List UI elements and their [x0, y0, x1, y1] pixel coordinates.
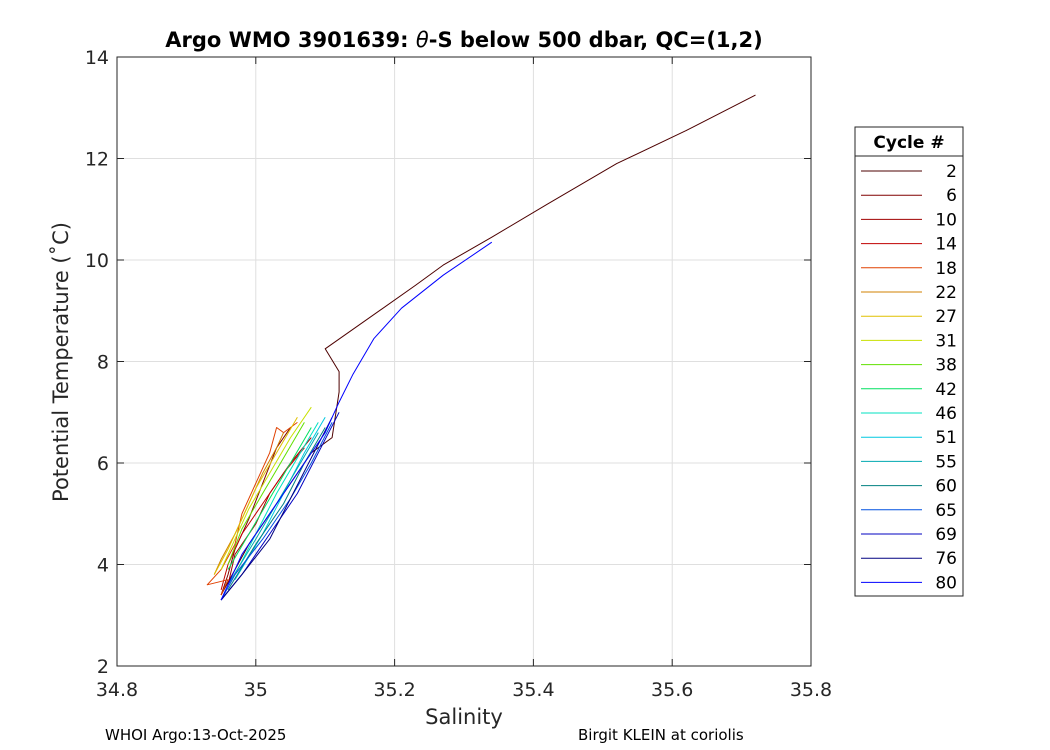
data-series [206, 94, 756, 601]
legend-label-cycle-10: 10 [935, 210, 957, 230]
x-tick-label: 34.8 [96, 679, 138, 701]
chart-title-prefix: Argo WMO 3901639: [165, 28, 416, 52]
series-line-cycle-76 [220, 417, 333, 601]
y-tick-label: 2 [97, 656, 109, 678]
legend-label-cycle-76: 76 [935, 549, 957, 569]
legend-label-cycle-65: 65 [935, 501, 957, 521]
legend-label-cycle-22: 22 [935, 283, 957, 303]
y-axis-ticks: 2 4 6 8 10 12 14 [85, 47, 811, 678]
legend-box [854, 126, 964, 597]
series-line-cycle-31 [220, 406, 312, 570]
y-tick-label: 14 [85, 47, 109, 69]
series-line-cycle-65 [220, 422, 333, 601]
footer-author: Birgit KLEIN at coriolis [578, 726, 744, 744]
legend-label-cycle-51: 51 [935, 428, 957, 448]
y-tick-label: 6 [97, 453, 109, 475]
series-line-cycle-18 [206, 421, 298, 596]
legend-label-cycle-69: 69 [935, 525, 957, 545]
y-tick-label: 12 [85, 149, 109, 171]
x-axis-label: Salinity [425, 705, 503, 729]
legend-label-cycle-2: 2 [946, 162, 957, 182]
x-tick-label: 35 [244, 679, 268, 701]
y-tick-label: 4 [97, 555, 109, 577]
x-tick-label: 35.6 [651, 679, 693, 701]
legend-label-cycle-18: 18 [935, 259, 957, 279]
x-tick-label: 35.8 [790, 679, 832, 701]
legend-label-cycle-14: 14 [935, 235, 957, 255]
legend-title: Cycle # [873, 133, 944, 153]
legend-label-cycle-38: 38 [935, 356, 957, 376]
x-tick-label: 35.4 [512, 679, 554, 701]
chart-title: Argo WMO 3901639: θ-S below 500 dbar, QC… [165, 28, 762, 52]
legend-label-cycle-60: 60 [935, 477, 957, 497]
x-axis-ticks: 34.8 35 35.2 35.4 35.6 35.8 [96, 57, 832, 701]
legend-label-cycle-6: 6 [946, 186, 957, 206]
series-line-cycle-42 [227, 427, 312, 570]
legend-label-cycle-46: 46 [935, 404, 957, 424]
legend-label-cycle-80: 80 [935, 573, 957, 593]
series-line-cycle-27 [213, 417, 298, 575]
chart-title-suffix: -S below 500 dbar, QC=(1,2) [429, 28, 763, 52]
chart-title-theta: θ [416, 28, 429, 52]
series-line-cycle-46 [234, 422, 319, 575]
legend-label-cycle-27: 27 [935, 307, 957, 327]
legend-label-cycle-55: 55 [935, 452, 957, 472]
y-tick-label: 10 [85, 250, 109, 272]
grid-lines [117, 57, 811, 666]
legend-label-cycle-42: 42 [935, 380, 957, 400]
legend: Cycle # 2 6 10 14 18 22 27 31 38 42 46 51 55 60 65 69 76… [854, 126, 964, 597]
series-line-cycle-80 [220, 241, 493, 601]
x-tick-label: 35.2 [373, 679, 415, 701]
series-line-cycle-38 [227, 422, 305, 565]
y-axis-label: Potential Temperature (˚C) [49, 222, 73, 502]
footer-source: WHOI Argo:13-Oct-2025 [105, 726, 287, 744]
legend-items: 2 6 10 14 18 22 27 31 38 42 46 51 55 60 65 69 76 80 [861, 162, 957, 593]
legend-label-cycle-31: 31 [935, 331, 957, 351]
y-tick-label: 8 [97, 352, 109, 374]
